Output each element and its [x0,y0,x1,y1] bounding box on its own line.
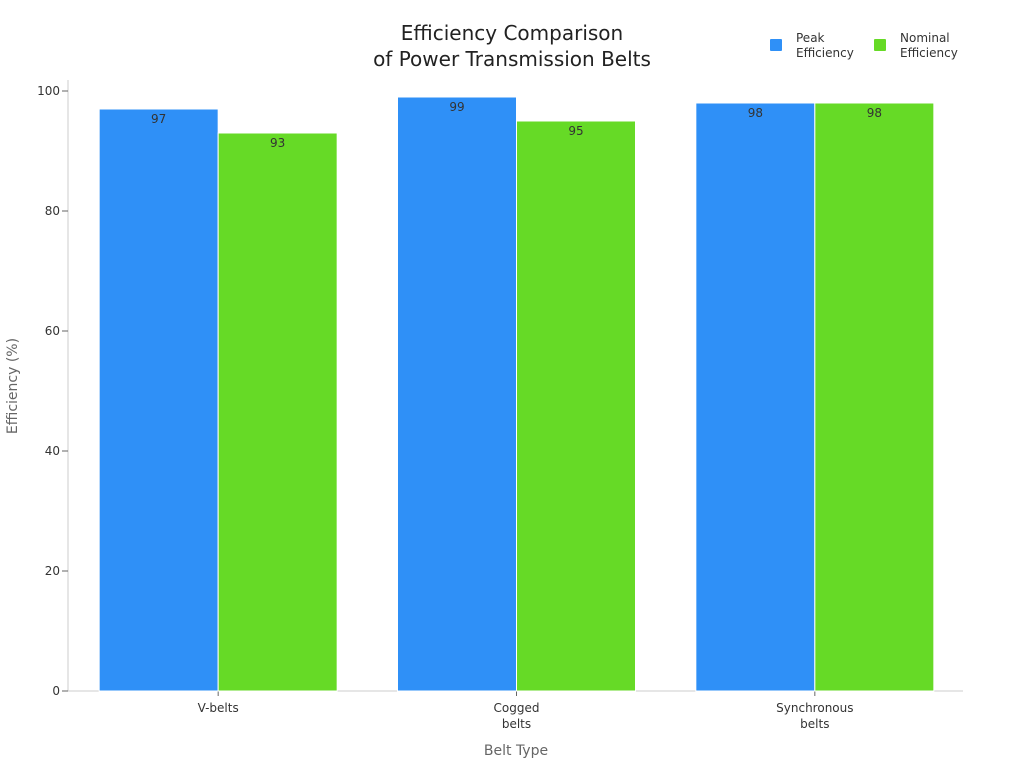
bar [814,102,935,692]
legend-label-nominal-line-1: Nominal [900,31,950,45]
bar-value-label: 93 [270,136,285,150]
y-axis: 0 20 40 60 80 100 [37,80,69,698]
x-axis-label: Belt Type [484,743,548,759]
bar-value-label: 99 [449,100,464,114]
legend-label-peak-line-2: Efficiency [796,46,854,60]
y-tick-label: 40 [45,444,60,458]
x-tick-label: Synchronous [776,701,853,715]
y-tick-label: 100 [37,84,60,98]
y-tick-label: 20 [45,564,60,578]
bar [217,132,338,692]
x-tick-label: Cogged [494,701,540,715]
bar-value-label: 98 [748,106,763,120]
x-tick-label: belts [502,717,531,731]
y-axis-label: Efficiency (%) [5,338,21,434]
legend-label-peak-line-1: Peak [796,31,825,45]
data-labels: 97 93 99 95 98 98 [151,100,882,150]
chart-title: Efficiency Comparison of Power Transmiss… [373,21,651,71]
bar [98,108,219,692]
legend: Peak Efficiency Nominal Efficiency [770,31,958,60]
y-tick-label: 60 [45,324,60,338]
bar [516,120,636,692]
legend-label-nominal-line-2: Efficiency [900,46,958,60]
legend-swatch-nominal [874,39,886,51]
bar [397,96,517,692]
bar-value-label: 98 [867,106,882,120]
bar [695,102,816,692]
x-tick-label: V-belts [198,701,239,715]
legend-swatch-peak [770,39,782,51]
chart-title-line-1: Efficiency Comparison [401,21,623,45]
x-axis: V-belts Cogged belts Synchronous belts [68,690,963,731]
y-tick-label: 0 [52,684,60,698]
x-tick-label: belts [800,717,829,731]
chart-title-line-2: of Power Transmission Belts [373,47,651,71]
bars [98,96,935,692]
y-tick-label: 80 [45,204,60,218]
bar-value-label: 95 [568,124,583,138]
bar-value-label: 97 [151,112,166,126]
